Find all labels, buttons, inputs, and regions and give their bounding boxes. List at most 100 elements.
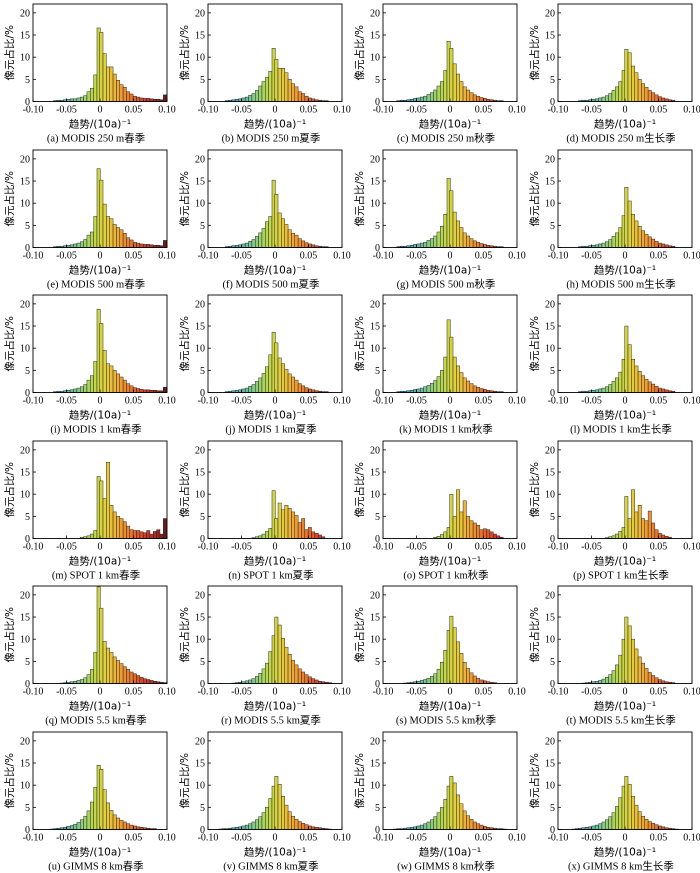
y-tick-label: 10 [545,344,555,355]
y-tick-label: 5 [200,657,205,668]
histogram-bar [631,638,635,684]
y-tick-label: 20 [545,590,555,601]
histogram-bar [93,215,98,248]
y-tick-label: 20 [20,736,30,747]
histogram-chart: 0 5 10 15 20 -0.10 -0.05 0 0.05 0.10 像元占比/% 趋势/(10a… [178,294,351,436]
histogram-bar [102,203,107,248]
panel-caption: (a) MODIS 250 m春季 [47,133,146,145]
histogram-bar [416,825,421,830]
histogram-bar [476,524,481,539]
histogram-bar [291,232,295,248]
histogram-bar [416,388,421,393]
histogram-bar [601,96,606,102]
histogram-bar [93,361,98,393]
histogram-bar [423,823,428,830]
x-tick-label: -0.05 [231,687,252,698]
histogram-bar [472,385,477,393]
histogram-bar [106,802,110,830]
histogram-bar [265,366,269,393]
x-axis-label: 趋势/(10a)⁻¹ [244,409,306,422]
x-tick-label: -0.05 [581,687,602,698]
histogram-bar [466,815,470,830]
x-tick-label: -0.10 [198,396,219,407]
histogram-bar [142,98,147,102]
histogram-bar [116,80,120,102]
histogram-bar [136,242,141,248]
x-tick-label: 0 [98,541,103,552]
histogram-bar [615,232,619,248]
y-tick-label: 5 [375,511,380,522]
histogram-chart: 0 5 10 15 20 -0.10 -0.05 0 0.05 0.10 像元占比/% 趋势/(10a… [3,3,176,145]
panel-caption: (l) MODIS 1 km生长季 [570,423,672,436]
histogram-bar [426,385,431,393]
y-tick-label: 0 [25,825,30,836]
histogram-bar [647,510,652,539]
histogram-bar [244,242,249,248]
y-tick-label: 20 [545,299,555,310]
histogram-bar [241,97,246,102]
histogram-bar [598,97,603,102]
x-tick-label: 0.10 [508,396,526,407]
y-tick-label: 0 [200,825,205,836]
histogram-bar [291,511,295,539]
histogram-bar [90,375,94,393]
y-tick-label: 10 [20,780,30,791]
x-tick-label: -0.05 [581,541,602,552]
histogram-bar [261,668,266,684]
histogram-bar [443,356,448,393]
x-axis-label: 趋势/(10a)⁻¹ [244,118,306,131]
y-tick-label: 20 [20,590,30,601]
y-tick-label: 10 [20,344,30,355]
chart-panel: 0 5 10 15 20 -0.10 -0.05 0 0.05 0.10 像元占比/% 趋势/(10a… [175,437,351,583]
histogram-bar [644,87,649,102]
histogram-bar [291,815,295,830]
histogram-bar [651,238,656,248]
histogram-bar [456,489,460,539]
histogram-bar [281,68,285,102]
x-tick-label: -0.10 [373,832,394,843]
y-axis-label: 像元占比/% [528,752,541,808]
histogram-bar [462,86,467,102]
y-axis-label: 像元占比/% [178,25,191,81]
y-tick-label: 15 [370,176,380,187]
x-tick-label: 0 [273,396,278,407]
histogram-bar [268,354,273,393]
histogram-bar [615,805,619,830]
histogram-bar [476,823,481,830]
histogram-bar [265,76,269,102]
y-tick-label: 0 [25,243,30,254]
histogram-bar [122,666,127,684]
x-tick-label: -0.05 [581,832,602,843]
histogram-bar [248,386,253,393]
y-tick-label: 5 [25,366,30,377]
histogram-bar [651,383,656,393]
histogram-bar [241,825,246,830]
histogram-bar [423,241,428,248]
histogram-bar [284,804,289,830]
histogram-bar [136,675,141,684]
histogram-bar [452,627,457,684]
y-tick-label: 10 [545,53,555,64]
y-tick-label: 5 [375,75,380,86]
histogram-bar [449,190,454,248]
x-tick-label: -0.05 [56,832,77,843]
histogram-bar [311,678,316,684]
histogram-bar [634,648,639,684]
histogram-bar [433,380,438,393]
y-tick-label: 5 [550,75,555,86]
histogram-bar [304,528,309,539]
histogram-bar [287,229,292,248]
histogram-bar [608,815,613,830]
histogram-bar [469,237,474,248]
chart-panel: 0 5 10 15 20 -0.10 -0.05 0 0.05 0.10 像元占比/% 趋势/(10a… [0,437,176,583]
histogram-bar [452,63,457,102]
histogram-bar [627,344,632,393]
histogram-bar [294,86,299,102]
histogram-bar [472,240,477,248]
chart-panel: 0 5 10 15 20 -0.10 -0.05 0 0.05 0.10 像元占比/% 趋势/(10a… [350,582,526,728]
y-axis-label: 像元占比/% [3,170,16,226]
y-tick-label: 15 [370,322,380,333]
histogram-bar [627,625,632,684]
histogram-bar [644,233,649,248]
histogram-chart: 0 5 10 15 20 -0.10 -0.05 0 0.05 0.10 像元占比/% 趋势/(10a… [178,440,351,581]
